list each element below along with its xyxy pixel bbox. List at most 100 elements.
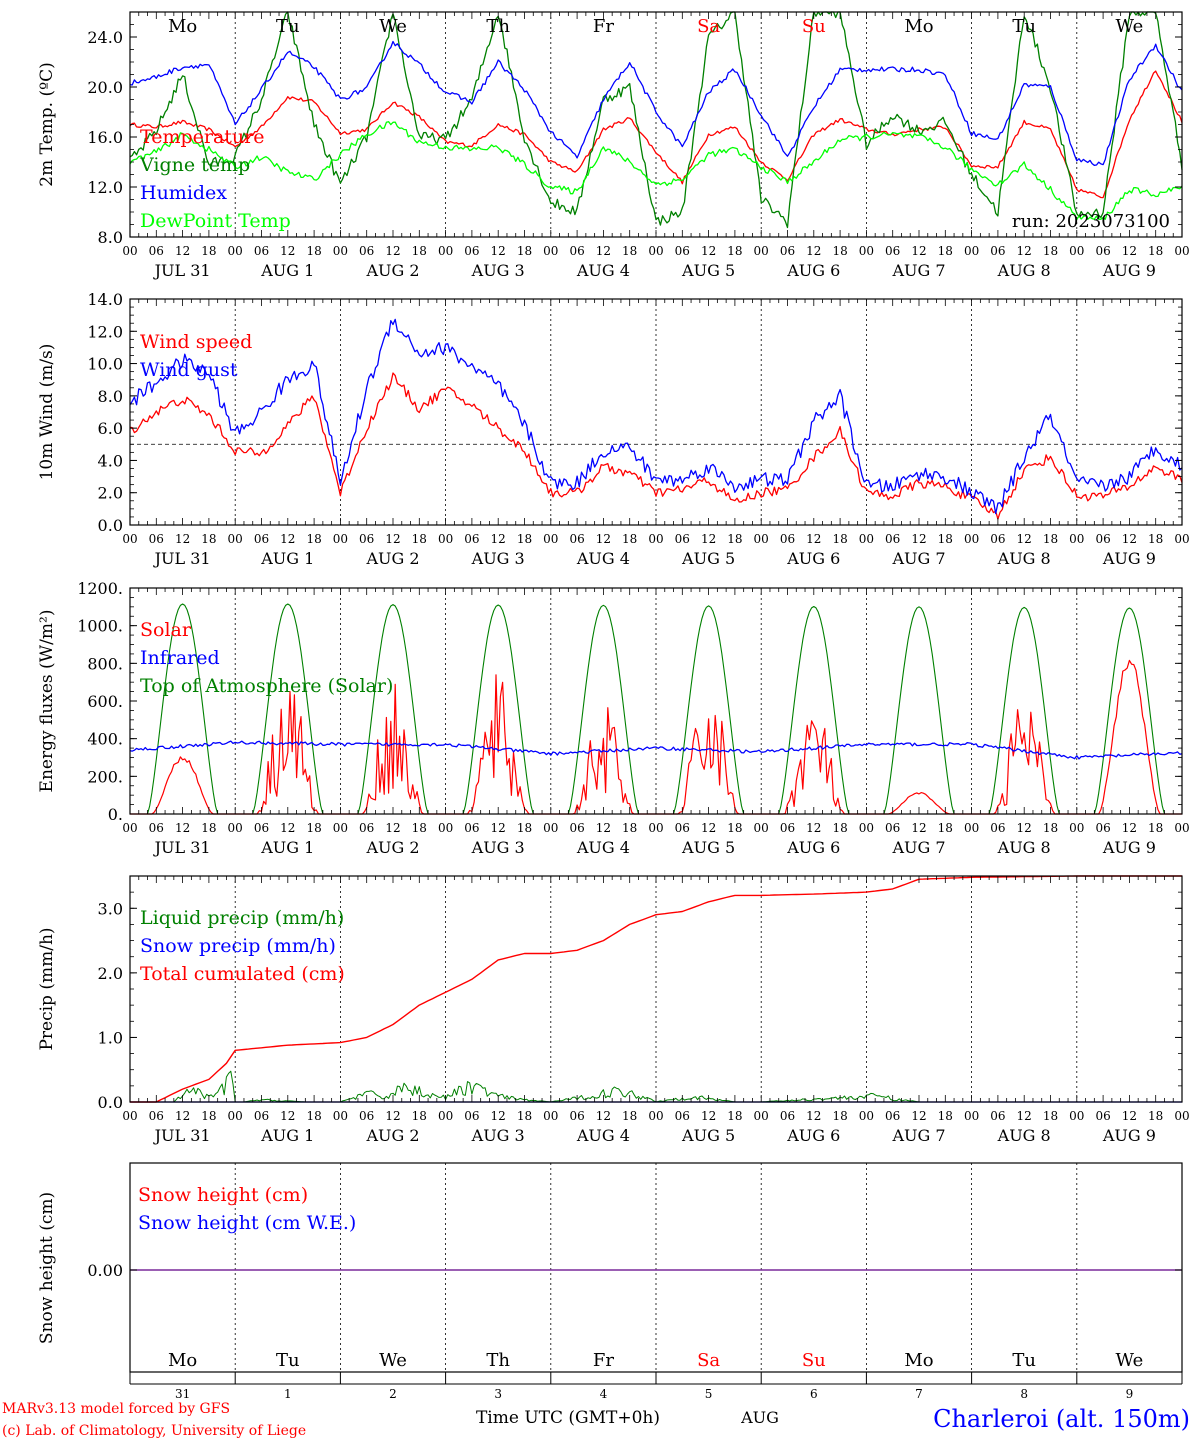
hour-tick-label: 00 bbox=[1069, 532, 1084, 546]
hour-tick-label: 00 bbox=[964, 821, 979, 835]
hour-tick-label: 00 bbox=[543, 532, 558, 546]
date-label: AUG 5 bbox=[681, 1126, 735, 1145]
hour-tick-label: 18 bbox=[938, 532, 953, 546]
precip-legend-3: Total cumulated (cm) bbox=[140, 963, 345, 985]
weekday-label-bottom: Tu bbox=[276, 1350, 300, 1371]
hour-tick-label: 12 bbox=[701, 1109, 716, 1123]
hour-tick-label: 12 bbox=[596, 244, 611, 258]
hour-tick-label: 00 bbox=[228, 1109, 243, 1123]
hour-tick-label: 18 bbox=[1043, 532, 1058, 546]
hour-tick-label: 00 bbox=[754, 821, 769, 835]
y-tick-label: 6.0 bbox=[98, 419, 123, 438]
hour-tick-label: 00 bbox=[648, 532, 663, 546]
y-axis-label-snow: Snow height (cm) bbox=[37, 1192, 57, 1344]
precip-legend-1: Liquid precip (mm/h) bbox=[140, 907, 344, 929]
hour-tick-label: 18 bbox=[306, 244, 321, 258]
date-label: JUL 31 bbox=[153, 261, 211, 280]
series-humidex bbox=[129, 40, 1183, 166]
hour-tick-label: 12 bbox=[701, 244, 716, 258]
hour-tick-label: 18 bbox=[517, 244, 532, 258]
hour-tick-label: 00 bbox=[333, 532, 348, 546]
energy-legend-1: Solar bbox=[140, 619, 192, 641]
weekday-label-bottom: We bbox=[1116, 1350, 1144, 1371]
date-label: AUG 8 bbox=[997, 1126, 1051, 1145]
hour-tick-label: 00 bbox=[754, 532, 769, 546]
weekday-label-bottom: Fr bbox=[593, 1350, 614, 1371]
date-label: AUG 2 bbox=[365, 261, 419, 280]
hour-tick-label: 00 bbox=[543, 821, 558, 835]
y-tick-label: 2.0 bbox=[98, 964, 123, 983]
day-number: 9 bbox=[1126, 1387, 1134, 1401]
hour-tick-label: 00 bbox=[754, 1109, 769, 1123]
y-tick-label: 14.0 bbox=[87, 290, 123, 309]
y-tick-label: 1.0 bbox=[98, 1028, 123, 1047]
hour-tick-label: 12 bbox=[385, 532, 400, 546]
hour-tick-label: 06 bbox=[885, 821, 900, 835]
hour-tick-label: 00 bbox=[1069, 1109, 1084, 1123]
temperature-legend-2: Vigne temp bbox=[139, 154, 250, 176]
weekday-label: Tu bbox=[1012, 16, 1036, 37]
hour-tick-label: 00 bbox=[859, 1109, 874, 1123]
weekday-label-bottom: We bbox=[379, 1350, 407, 1371]
hour-tick-label: 12 bbox=[911, 1109, 926, 1123]
hour-tick-label: 06 bbox=[464, 532, 479, 546]
hour-tick-label: 18 bbox=[517, 821, 532, 835]
hour-tick-label: 06 bbox=[675, 1109, 690, 1123]
hour-tick-label: 12 bbox=[491, 821, 506, 835]
precip-legend-2: Snow precip (mm/h) bbox=[140, 935, 336, 957]
date-label: AUG 8 bbox=[997, 549, 1051, 568]
hour-tick-label: 18 bbox=[938, 821, 953, 835]
day-number: 1 bbox=[284, 1387, 292, 1401]
weekday-label-bottom: Tu bbox=[1012, 1350, 1036, 1371]
hour-tick-label: 06 bbox=[254, 244, 269, 258]
grid-layer bbox=[130, 12, 1182, 1372]
hour-tick-label: 12 bbox=[911, 244, 926, 258]
hour-tick-label: 18 bbox=[727, 532, 742, 546]
hour-tick-label: 18 bbox=[622, 532, 637, 546]
date-label: AUG 3 bbox=[471, 261, 525, 280]
y-tick-label: 0.0 bbox=[98, 516, 123, 535]
hour-tick-label: 18 bbox=[201, 244, 216, 258]
hour-tick-label: 00 bbox=[1174, 1109, 1189, 1123]
date-label: AUG 6 bbox=[786, 549, 840, 568]
hour-tick-label: 00 bbox=[648, 821, 663, 835]
y-axis-label-temperature: 2m Temp. (ºC) bbox=[37, 62, 57, 187]
hour-tick-label: 12 bbox=[385, 244, 400, 258]
y-tick-label: 2.0 bbox=[98, 484, 123, 503]
y-tick-label: 10.0 bbox=[87, 355, 123, 374]
hour-tick-label: 18 bbox=[306, 821, 321, 835]
date-label: JUL 31 bbox=[153, 549, 211, 568]
day-number: 31 bbox=[175, 1387, 190, 1401]
hour-tick-label: 18 bbox=[412, 532, 427, 546]
hour-tick-label: 00 bbox=[438, 821, 453, 835]
date-label: AUG 6 bbox=[786, 838, 840, 857]
hour-tick-label: 00 bbox=[228, 244, 243, 258]
hour-tick-label: 06 bbox=[1095, 532, 1110, 546]
day-number: 2 bbox=[389, 1387, 397, 1401]
y-tick-label: 20.0 bbox=[87, 78, 123, 97]
date-label: AUG 1 bbox=[260, 838, 314, 857]
hour-tick-label: 06 bbox=[675, 244, 690, 258]
hour-tick-label: 06 bbox=[1095, 244, 1110, 258]
y-tick-label: 4.0 bbox=[98, 451, 123, 470]
hour-tick-label: 00 bbox=[964, 1109, 979, 1123]
hour-tick-label: 12 bbox=[1017, 1109, 1032, 1123]
hour-tick-label: 06 bbox=[569, 244, 584, 258]
y-tick-label: 1200. bbox=[77, 579, 123, 598]
hour-tick-label: 00 bbox=[543, 1109, 558, 1123]
hour-tick-label: 12 bbox=[280, 532, 295, 546]
hour-tick-label: 06 bbox=[464, 821, 479, 835]
hour-tick-label: 12 bbox=[1017, 821, 1032, 835]
station-title: Charleroi (alt. 150m) bbox=[933, 1405, 1190, 1433]
hour-tick-label: 12 bbox=[175, 244, 190, 258]
hour-tick-label: 12 bbox=[701, 821, 716, 835]
weekday-label-bottom: Mo bbox=[904, 1350, 933, 1371]
date-label: AUG 8 bbox=[997, 838, 1051, 857]
hour-tick-label: 00 bbox=[228, 821, 243, 835]
hour-tick-label: 12 bbox=[701, 532, 716, 546]
hour-tick-label: 18 bbox=[201, 532, 216, 546]
series-wind-gust bbox=[129, 318, 1183, 515]
hour-tick-label: 00 bbox=[438, 532, 453, 546]
hour-tick-label: 06 bbox=[990, 821, 1005, 835]
